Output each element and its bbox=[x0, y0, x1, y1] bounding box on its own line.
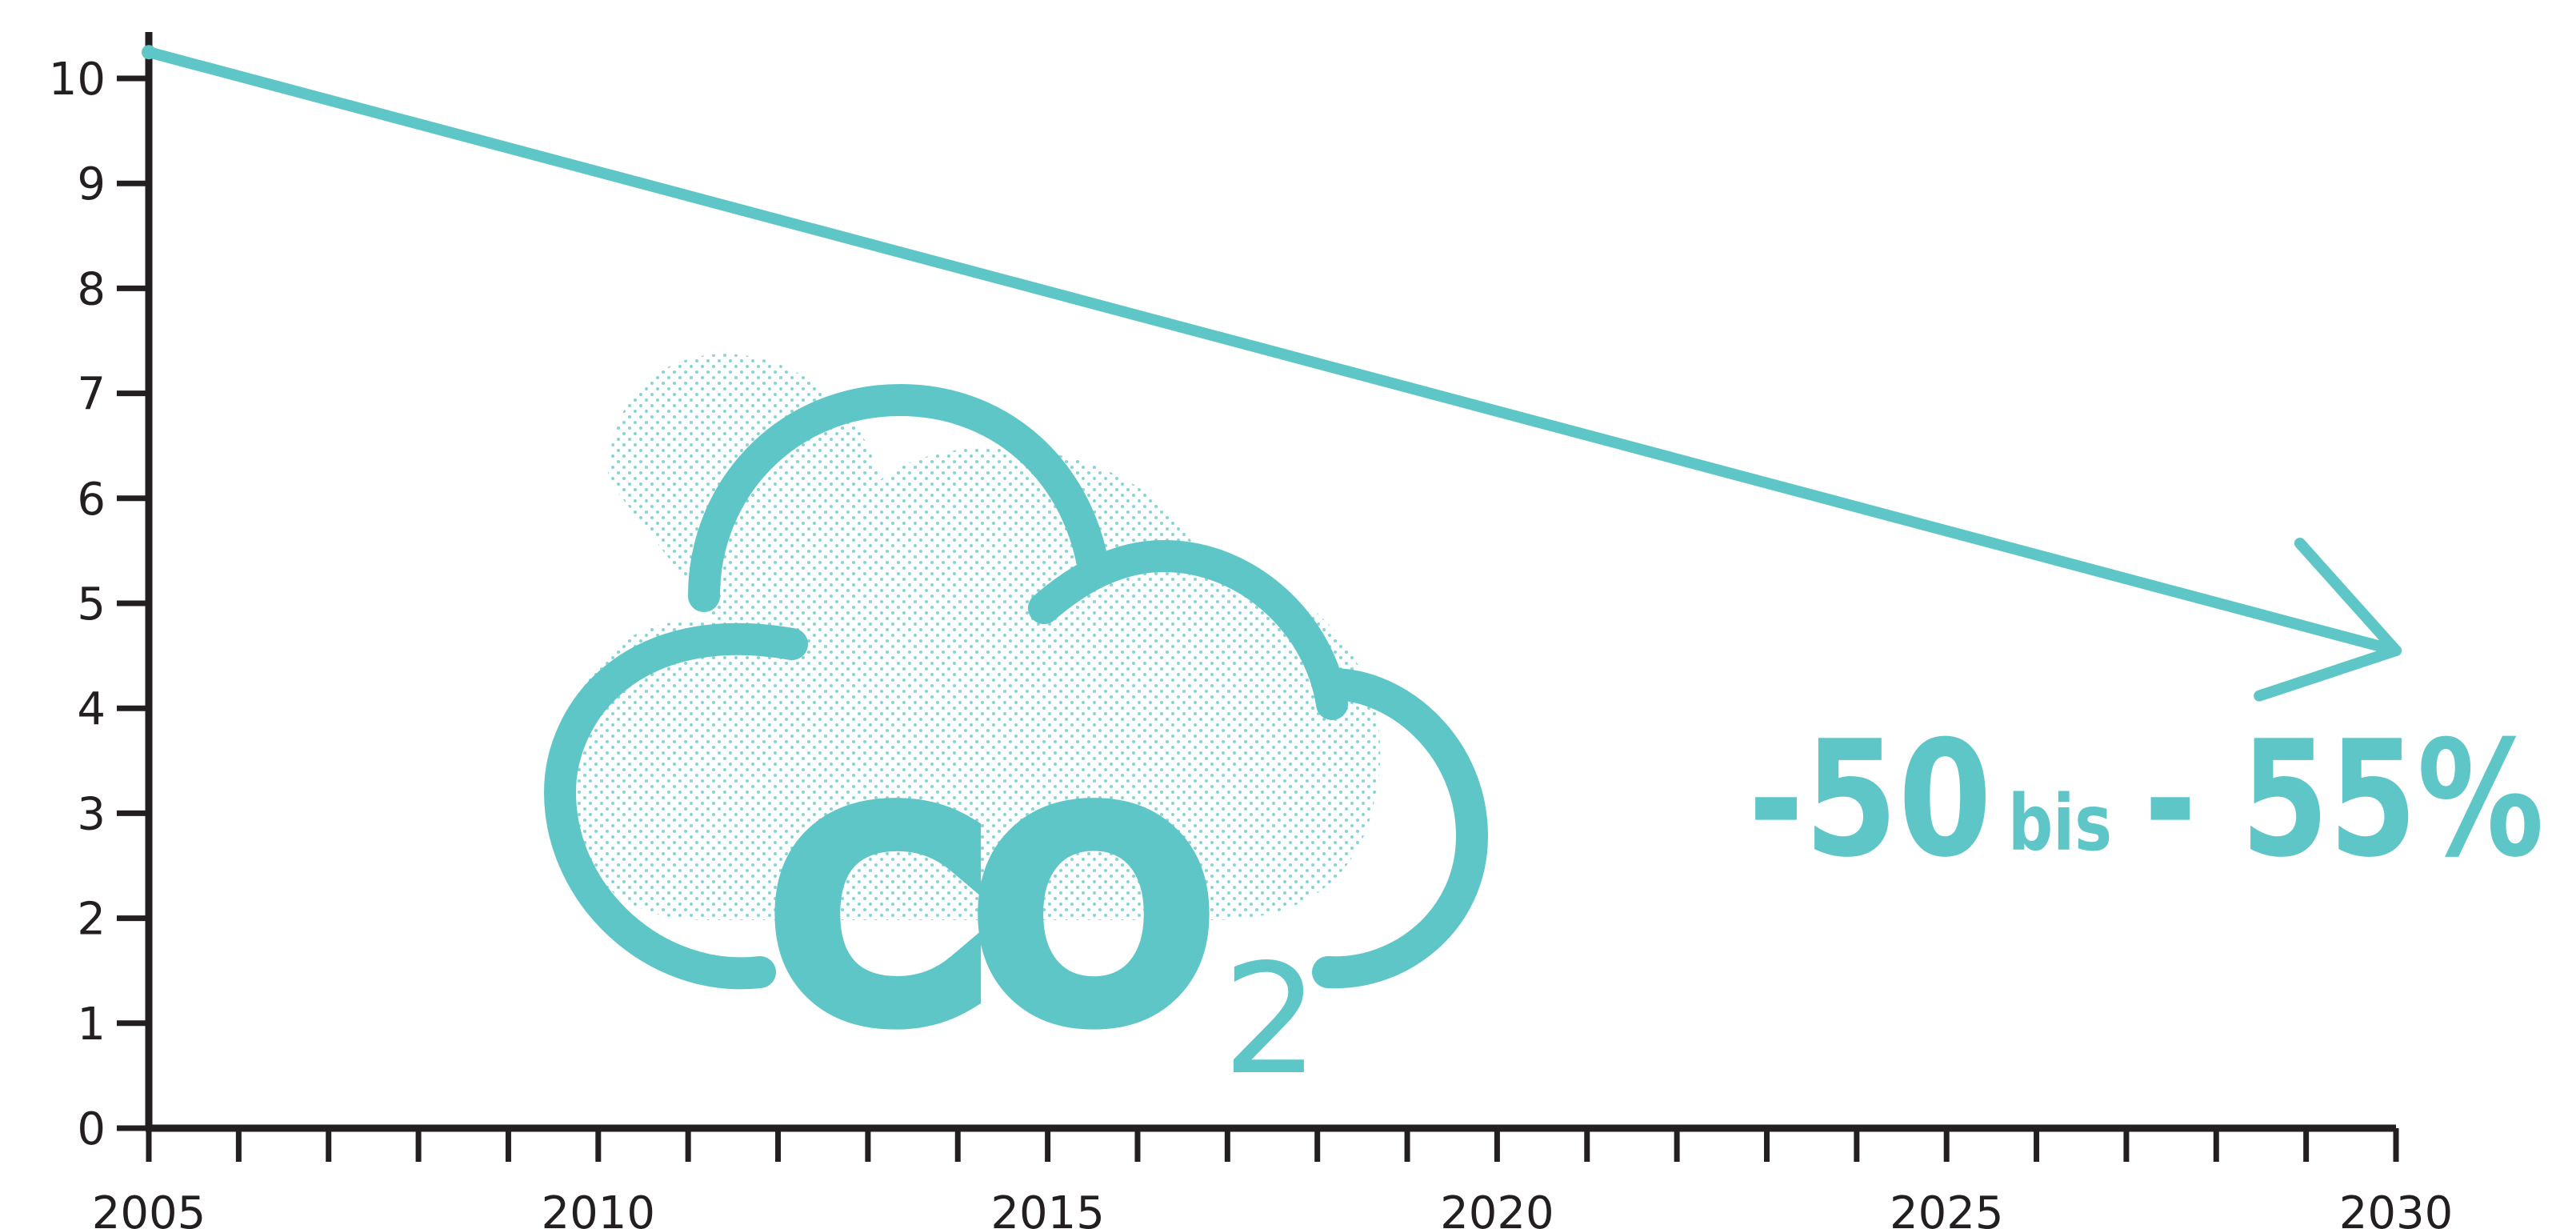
y-tick-label-3: 3 bbox=[77, 788, 106, 840]
x-tick-label-2020: 2020 bbox=[1440, 1187, 1554, 1229]
x-tick-label-2005: 2005 bbox=[92, 1187, 206, 1229]
series-point-start-0 bbox=[142, 45, 156, 60]
cloud-outline bbox=[543, 383, 1489, 990]
series-line-0 bbox=[143, 46, 2402, 657]
y-tick-label-0: 0 bbox=[77, 1103, 106, 1155]
x-tick-label-2010: 2010 bbox=[542, 1187, 656, 1229]
y-tick-label-2: 2 bbox=[77, 894, 106, 946]
y-tick-label-4: 4 bbox=[77, 683, 106, 735]
co2-text: CO bbox=[776, 765, 1208, 1072]
reduction-callout: -50 bis - 55% bbox=[1748, 707, 2544, 893]
axes: 0 1 2 3 4 5 6 7 8 9 10 2005 2010 2015 2020 2025 2030 bbox=[49, 32, 2454, 1229]
y-tick-label-7: 7 bbox=[77, 369, 106, 421]
y-tick-label-10: 10 bbox=[49, 54, 106, 106]
y-tick-label-9: 9 bbox=[77, 158, 106, 210]
co2-cloud-icon: CO 2 bbox=[543, 354, 1489, 1108]
co2-subscript: 2 bbox=[1222, 931, 1319, 1108]
x-ticks: 2005 2010 2015 2020 2025 2030 bbox=[92, 1128, 2454, 1229]
x-tick-label-2030: 2030 bbox=[2339, 1187, 2454, 1229]
x-tick-label-2015: 2015 bbox=[990, 1187, 1105, 1229]
x-tick-label-2025: 2025 bbox=[1890, 1187, 2004, 1229]
y-tick-label-8: 8 bbox=[77, 263, 106, 315]
co2-label: CO 2 bbox=[760, 749, 1319, 1108]
y-ticks: 0 1 2 3 4 5 6 7 8 9 10 bbox=[49, 54, 149, 1155]
cloud-dot-fill bbox=[558, 354, 1381, 920]
callout-value-high: - 55% bbox=[2144, 707, 2544, 893]
y-tick-label-6: 6 bbox=[77, 474, 106, 526]
callout-value-low: -50 bbox=[1748, 707, 1992, 893]
series bbox=[142, 45, 2402, 702]
series-arrowhead-0 bbox=[2254, 537, 2402, 702]
callout-connector: bis bbox=[2008, 779, 2112, 868]
y-tick-label-5: 5 bbox=[77, 578, 106, 631]
y-tick-label-1: 1 bbox=[77, 999, 106, 1051]
